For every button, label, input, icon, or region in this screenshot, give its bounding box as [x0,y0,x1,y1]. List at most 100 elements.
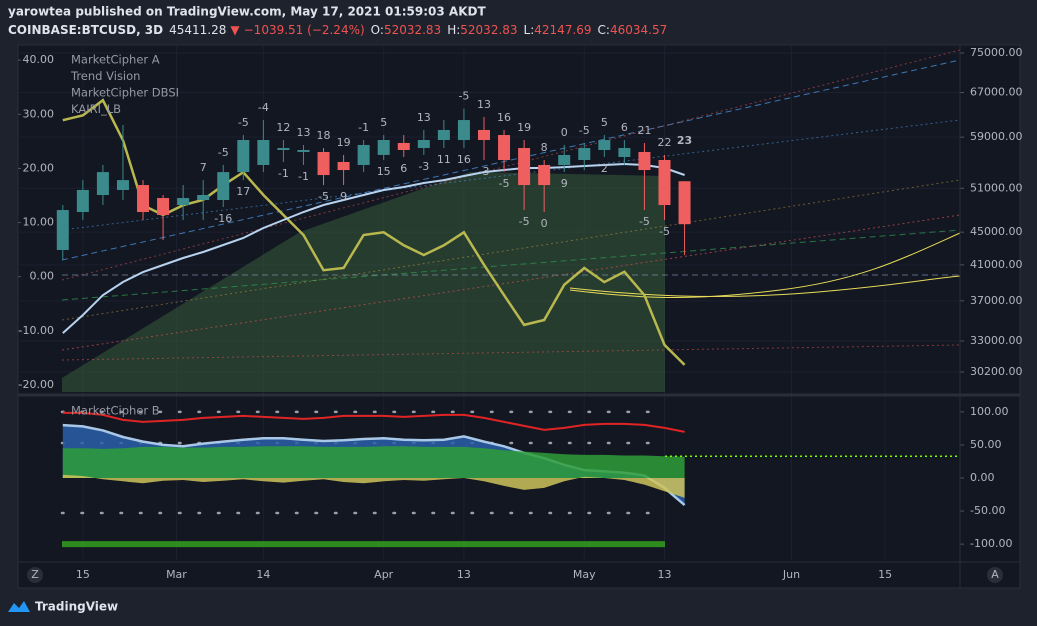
candle-body [157,198,170,215]
brand-name: TradingView [35,600,118,614]
time-tick-label: May [573,568,596,581]
candle-body [658,160,671,206]
time-tick-label: 13 [657,568,671,581]
candle-body [317,151,330,176]
candle-body [558,154,571,165]
signal-above: 19 [337,136,351,149]
price-tick-label: 75000.00 [970,46,1023,59]
signal-above: 18 [317,129,331,142]
signal-above: 16 [497,111,511,124]
signal-above: 0 [561,126,568,139]
indicator-name: Trend Vision [70,69,140,83]
oscillator-tick-label: -10.00 [19,324,54,337]
indicator-name: MarketCipher DBSI [71,86,179,100]
quote-part: L: [524,23,535,37]
signal-below: -3 [418,160,429,173]
candle-body [437,129,450,141]
signal-below: 17 [236,185,250,198]
oscillator-tick-label: -20.00 [19,378,54,391]
shaded-zone [62,172,665,392]
zoom-button-label[interactable]: Z [31,568,39,581]
signal-above: -5 [238,116,249,129]
quote-part: H: [447,23,460,37]
quote-part: −1039.51 (−2.24%) [244,23,365,37]
signal-above: -1 [358,121,369,134]
candle-body [137,185,150,213]
candle-body [598,140,611,150]
signal-below: -1 [278,167,289,180]
trend-line [61,214,961,351]
candle-body [678,181,691,225]
signal-below: -5 [639,215,650,228]
projection-line [569,232,961,298]
signal-above: 8 [541,141,548,154]
quote-part: 46034.57 [610,23,667,37]
auto-scale-label[interactable]: A [991,568,999,581]
quote-part: 52032.83 [384,23,441,37]
signal-below: -5 [318,190,329,203]
candle-body [618,148,631,157]
signal-above: 22 [657,136,671,149]
panel-title: MarketCipher B [71,404,160,418]
signal-above: 12 [276,121,290,134]
signal-above: 13 [296,126,310,139]
auto-scale-button[interactable] [987,567,1003,583]
signal-below: 0 [541,217,548,230]
cipher-area [62,474,685,498]
candle-body [277,148,290,150]
signal-above: -5 [579,124,590,137]
cipher-tick-label: -100.00 [970,537,1012,550]
indicator-name: KAIRI_LB [71,102,121,116]
candle-body [76,189,89,213]
oscillator-tick-label: 30.00 [23,107,55,120]
signal-above: -5 [458,90,469,103]
candle-body [397,142,410,150]
signal-above: 19 [517,121,531,134]
signal-below: 15 [377,165,391,178]
quote-part: ▼ [230,23,240,37]
indicator-line [62,162,685,334]
signal-below: 2 [601,162,608,175]
signal-above: -4 [258,101,269,114]
signal-below: 9 [561,177,568,190]
signal-above: 7 [200,161,207,174]
signal-below: -16 [214,212,232,225]
candle-body [538,164,551,186]
signal-above: 13 [477,98,491,111]
cipher-tick-label: 0.00 [970,471,995,484]
quote-part: O: [371,23,384,37]
candle-body [177,198,190,206]
time-tick-label: Apr [374,568,394,581]
trend-line [61,119,961,231]
quote-part: 52032.83 [460,23,517,37]
cipher-tick-label: -50.00 [970,504,1005,517]
signal-above: -5 [218,146,229,159]
signal-below: 9 [340,190,347,203]
candle-body [357,144,370,165]
quote-part: 45411.28 [169,23,226,37]
byline: yarowtea published on TradingView.com, M… [8,5,486,19]
price-tick-label: 41000.00 [970,258,1023,271]
oscillator-tick-label: 0.00 [30,270,55,283]
projection-line [569,275,961,297]
candle-body [377,140,390,155]
trend-line [61,59,961,261]
quote-line: COINBASE:BTCUSD, 3D 45411.28 ▼ −1039.51 (−2… [8,23,667,37]
candle-body [638,151,651,171]
price-tick-label: 33000.00 [970,334,1023,347]
price-tick-label: 45000.00 [970,225,1023,238]
zoom-button[interactable] [27,567,43,583]
signal-above: 13 [417,111,431,124]
signal-above: 6 [621,121,628,134]
level-bar [62,541,665,548]
oscillator-tick-label: 40.00 [23,53,55,66]
cipher-area [62,446,685,479]
quote-part: COINBASE:BTCUSD, 3D [8,23,163,37]
time-tick-label: Mar [166,568,187,581]
candle-body [518,148,531,186]
oscillator-tick-label: 20.00 [23,161,55,174]
brand-logo [8,601,30,612]
indicator-name: MarketCipher A [71,53,160,67]
cipher-line [62,411,685,433]
